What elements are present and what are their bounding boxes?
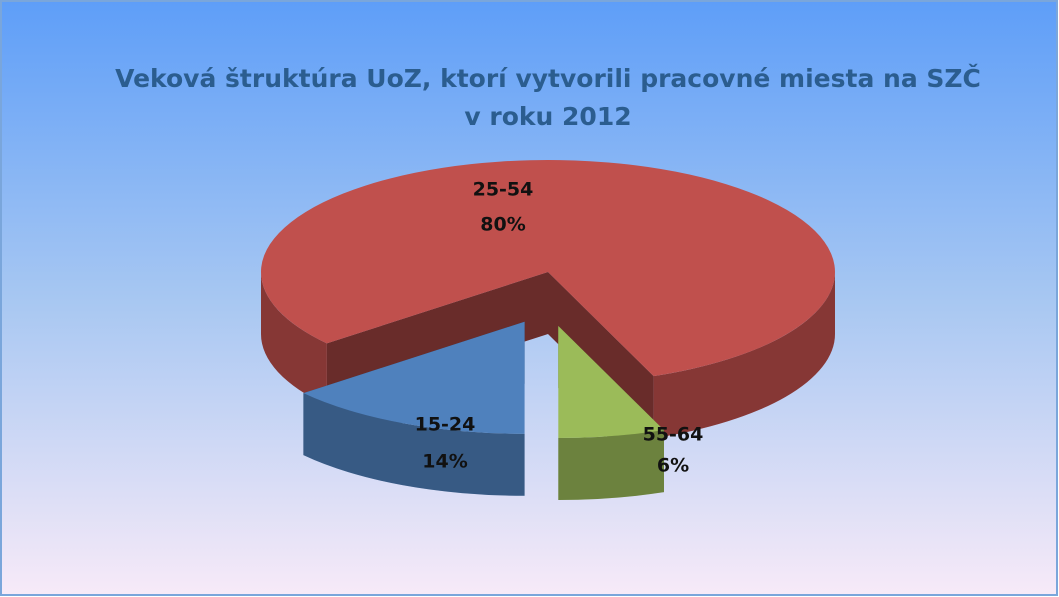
slice-side-shade: [261, 272, 327, 406]
slice-value-label: 14%: [422, 451, 467, 473]
slice-side-shade: [558, 430, 664, 501]
pie: 15-24 14% 25-54 80% 55-64 6%: [261, 160, 836, 501]
slice-side-shade: [653, 272, 835, 439]
slice-side: [558, 430, 664, 501]
slice-top: [261, 160, 836, 377]
slice-side-shade: [303, 393, 525, 496]
slice-label: 15-24: [415, 414, 476, 436]
chart-title: v roku 2012: [464, 102, 631, 131]
slice-value-label: 80%: [480, 214, 525, 236]
slice-top: [558, 326, 664, 439]
slice-top: [303, 321, 525, 434]
slice-label: 25-54: [473, 179, 534, 201]
slice-label: 55-64: [643, 424, 704, 446]
slice-side: [261, 272, 327, 406]
chart-title: Veková štruktúra UoZ, ktorí vytvorili pr…: [115, 63, 981, 93]
slice-side: [653, 272, 835, 439]
slice: [303, 321, 525, 496]
slice-value-label: 6%: [657, 455, 689, 477]
slice-side: [303, 393, 525, 496]
slice: [558, 326, 664, 501]
